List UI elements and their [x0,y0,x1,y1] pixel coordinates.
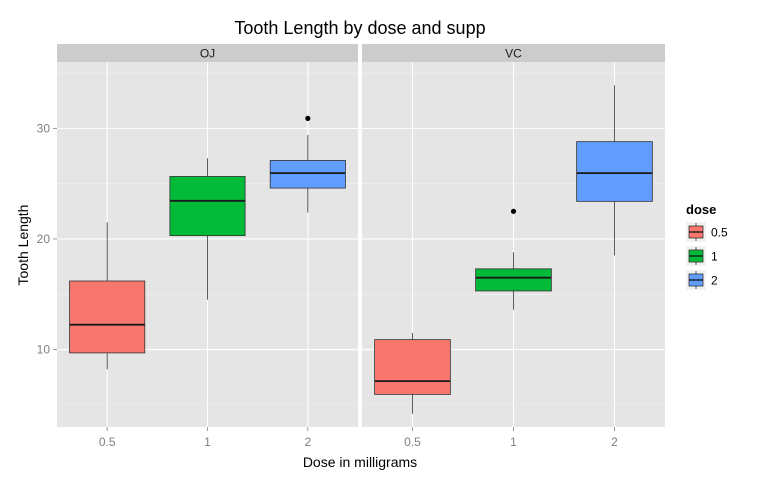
x-tick-label: 0.5 [99,435,116,449]
boxplot-vc-1 [475,208,552,310]
facet-strip [57,44,358,62]
x-tick-label: 2 [304,435,311,449]
legend-label: 2 [711,274,718,288]
facet-strip-label: OJ [200,47,215,61]
legend-label: 0.5 [711,226,728,240]
y-tick-label: 30 [37,121,51,135]
panels-group: OJ 0.5 1 2 VC 0.5 1 2 [57,44,665,449]
y-axis: 10 20 30 [37,121,57,357]
boxplot-vc-2 [576,85,653,256]
x-tick-label: 1 [204,435,211,449]
chart-title: Tooth Length by dose and supp [234,18,485,38]
x-tick-label: 1 [510,435,517,449]
x-tick-label: 0.5 [404,435,421,449]
x-axis-title: Dose in milligrams [303,454,417,470]
legend-item-2: 2 [686,270,718,290]
box [269,160,346,189]
boxplot-oj-0.5 [69,222,146,370]
box [69,280,146,354]
x-tick-label: 2 [611,435,618,449]
boxplot-vc-0.5 [374,332,451,414]
y-axis-title: Tooth Length [15,205,31,286]
panel-oj: OJ 0.5 1 2 [57,44,358,449]
outlier-point [305,115,311,122]
legend-item-0.5: 0.5 [686,222,728,242]
boxplot-oj-1 [169,158,246,300]
legend-label: 1 [711,250,718,264]
box [169,176,246,237]
y-tick-label: 20 [37,232,51,246]
outlier-point [510,208,517,214]
facet-strip-label: VC [505,47,522,61]
box [475,268,552,292]
panel-vc: VC 0.5 1 2 [362,44,665,449]
facet-strip [362,44,665,62]
boxplot-oj-2 [269,115,346,213]
legend: dose 0.5 1 2 [686,202,728,290]
legend-title: dose [686,202,716,217]
box [374,339,451,395]
legend-item-1: 1 [686,246,718,266]
box [576,141,653,202]
y-tick-label: 10 [37,343,51,357]
